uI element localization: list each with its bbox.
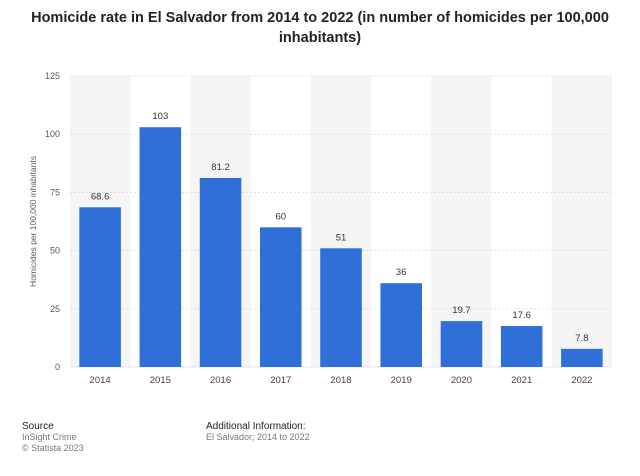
column-band <box>431 76 492 367</box>
source-name[interactable]: InSight Crime <box>22 432 77 442</box>
additional-info-text: El Salvador; 2014 to 2022 <box>206 432 310 442</box>
y-tick-label: 75 <box>50 187 60 197</box>
bar-2020[interactable] <box>440 321 483 367</box>
x-tick-label-2022: 2022 <box>571 375 592 386</box>
source-block: Source InSight Crime © Statista 2023 <box>22 421 84 454</box>
x-tick-label-2017: 2017 <box>270 375 291 386</box>
y-tick-label: 0 <box>55 362 60 372</box>
x-tick-label-2016: 2016 <box>210 375 231 386</box>
additional-info-block: Additional Information: El Salvador; 201… <box>206 421 310 443</box>
x-tick-label-2021: 2021 <box>511 375 532 386</box>
additional-info-heading: Additional Information: <box>206 421 306 432</box>
chart-title: Homicide rate in El Salvador from 2014 t… <box>20 8 620 48</box>
chart-title-line-2: inhabitants) <box>278 30 362 46</box>
x-tick-label-2018: 2018 <box>330 375 351 386</box>
data-label-2016: 81.2 <box>211 162 230 173</box>
bar-2022[interactable] <box>561 348 603 367</box>
data-label-2020: 19.7 <box>452 305 471 316</box>
chart-title-line-1: Homicide rate in El Salvador from 2014 t… <box>31 10 609 26</box>
data-label-2022: 7.8 <box>575 333 588 344</box>
bar-2019[interactable] <box>380 283 422 367</box>
column-band <box>551 76 612 367</box>
x-tick-label-2014: 2014 <box>90 375 111 386</box>
bar-2018[interactable] <box>320 248 362 367</box>
data-label-2019: 36 <box>396 267 407 278</box>
bar-2014[interactable] <box>79 207 121 367</box>
copyright: © Statista 2023 <box>22 443 84 453</box>
y-tick-label: 50 <box>50 246 60 256</box>
bar-2021[interactable] <box>500 326 543 367</box>
y-tick-label: 25 <box>50 304 60 314</box>
source-heading: Source <box>22 421 54 432</box>
y-tick-label: 125 <box>45 71 60 81</box>
bar-2015[interactable] <box>139 127 182 367</box>
bar-2016[interactable] <box>199 177 242 367</box>
data-label-2018: 51 <box>336 232 347 243</box>
data-label-2015: 103 <box>152 111 168 122</box>
y-axis-label: Homicides per 100,000 inhabitants <box>28 156 38 287</box>
bar-2017[interactable] <box>260 227 302 367</box>
data-label-2014: 68.6 <box>91 191 110 202</box>
y-tick-label: 100 <box>45 129 60 139</box>
data-label-2021: 17.6 <box>512 310 531 321</box>
x-tick-label-2019: 2019 <box>391 375 412 386</box>
data-label-2017: 60 <box>275 211 286 222</box>
x-tick-label-2015: 2015 <box>150 375 171 386</box>
x-tick-label-2020: 2020 <box>451 375 472 386</box>
